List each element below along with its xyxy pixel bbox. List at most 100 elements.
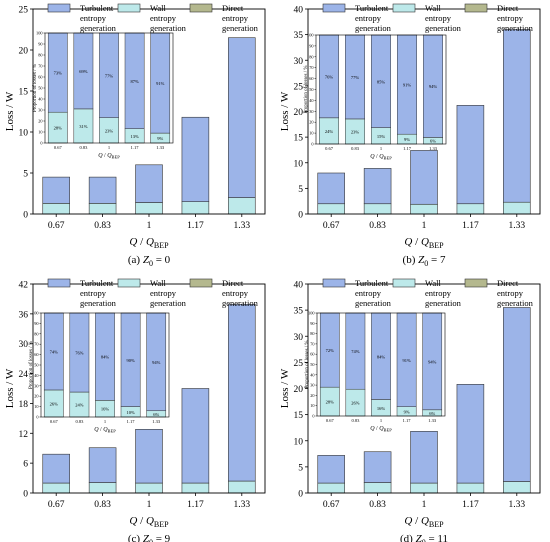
inset-turbulent-pct-label: 74% (351, 349, 360, 354)
inset-turbulent-pct-label: 91% (403, 83, 412, 88)
inset-turbulent-pct-label: 84% (101, 355, 110, 360)
inset-wall-pct-label: 6% (429, 411, 435, 416)
y-tick-label: 15 (19, 88, 29, 98)
y-tick-label: 15 (294, 134, 304, 144)
inset-wall-pct-label: 23% (351, 129, 360, 134)
legend-text-wall: entropy (150, 13, 177, 23)
x-label-q: Q (404, 515, 412, 527)
y-tick-label: 5 (298, 185, 303, 195)
bar-turbulent-1 (363, 168, 392, 205)
inset-y-tick-label: 100 (36, 31, 42, 36)
inset-x-label-slash: / (375, 426, 380, 432)
caption-letter: (b) (403, 254, 419, 266)
y-axis-label: Loss / W (279, 91, 291, 131)
inset-wall-pct-label: 10% (126, 410, 135, 415)
inset-y-tick-label: 70 (38, 64, 42, 69)
inset-y-tick-label: 90 (38, 42, 42, 47)
x-label-sub: BEP (154, 520, 169, 529)
inset-y-tick-label: 90 (34, 321, 38, 326)
legend-swatch-direct (464, 278, 488, 288)
bar-wall-2 (135, 202, 163, 215)
inset-x-tick-label: 0.67 (50, 419, 59, 424)
legend-text-direct: Direct (497, 278, 519, 288)
bar-wall-3 (456, 482, 485, 494)
legend-text-direct: Direct (222, 278, 244, 288)
caption-sub: 0 (422, 538, 426, 542)
bar-turbulent-2 (135, 164, 163, 203)
caption-z: Z (418, 254, 425, 266)
x-tick-label: 1.33 (508, 221, 525, 231)
inset-turbulent-pct-label: 91% (402, 358, 411, 363)
y-tick-label: 35 (294, 307, 304, 317)
y-axis-label: Loss / W (4, 368, 16, 408)
y-tick-label: 40 (294, 6, 304, 16)
inset-wall-pct-label: 23% (105, 128, 114, 133)
inset-wall-pct-label: 28% (326, 400, 335, 405)
legend-text-wall: Wall (150, 278, 166, 288)
inset-x-tick-label: 1.33 (152, 419, 161, 424)
x-label-q: Q (129, 236, 137, 248)
y-tick-label: 10 (294, 159, 304, 169)
inset-x-tick-label: 0.67 (54, 145, 63, 150)
inset-y-tick-label: 50 (309, 87, 313, 92)
x-label-slash: / (137, 515, 146, 527)
y-tick-label: 25 (294, 82, 304, 92)
x-axis-label: Q / QBEP (404, 236, 444, 250)
inset-turbulent-pct-label: 74% (50, 349, 59, 354)
inset-wall-pct-label: 16% (101, 407, 110, 412)
x-tick-label: 0.83 (94, 221, 111, 231)
x-label-sub: BEP (429, 241, 444, 250)
legend-text-wall: entropy (425, 288, 452, 298)
inset-wall-pct-label: 26% (50, 401, 59, 406)
bar-turbulent-3 (456, 384, 485, 484)
bar-turbulent-2 (135, 429, 163, 484)
inset-y-tick-label: 80 (309, 54, 313, 59)
inset-y-tick-label: 0 (36, 415, 38, 420)
legend-text-direct: generation (497, 23, 534, 33)
x-label-slash: / (137, 236, 146, 248)
caption-sub: 0 (424, 259, 428, 268)
inset-y-tick-label: 50 (34, 363, 38, 368)
inset-y-tick-label: 30 (38, 108, 42, 113)
inset-y-axis-label: Proportion of losses / % (305, 340, 310, 388)
legend-swatch-wall (392, 278, 416, 288)
inset-x-label-sub: BEP (384, 428, 393, 433)
inset-x-label-slash: / (99, 427, 104, 433)
bar-turbulent-4 (503, 29, 531, 203)
y-tick-label: 20 (19, 47, 29, 57)
legend-text-wall: entropy (150, 288, 177, 298)
bar-wall-2 (135, 482, 163, 494)
inset-x-axis-label: Q / QBEP (94, 427, 116, 434)
bar-wall-4 (228, 480, 256, 494)
bar-turbulent-1 (363, 451, 392, 483)
inset-y-tick-label: 40 (310, 372, 314, 377)
bar-turbulent-2 (410, 431, 438, 484)
x-tick-label: 0.83 (369, 221, 386, 231)
bar-wall-1 (363, 203, 392, 215)
inset-x-axis-label: Q / QBEP (370, 154, 392, 161)
y-tick-label: 5 (298, 463, 303, 473)
y-tick-label: 5 (23, 170, 28, 180)
x-tick-label: 0.67 (323, 221, 340, 231)
caption-sub: 0 (149, 538, 153, 542)
bar-wall-1 (88, 203, 117, 215)
inset-x-tick-label: 1.33 (428, 418, 437, 423)
inset-turbulent-pct-label: 94% (428, 359, 437, 364)
inset-y-axis-label: Proportion of losses / % (33, 64, 38, 112)
legend-swatch-direct (189, 3, 213, 13)
x-label-q2: Q (421, 236, 429, 248)
caption-z: Z (143, 254, 150, 266)
inset-x-tick-label: 1 (104, 419, 106, 424)
legend-swatch-direct (464, 3, 488, 13)
inset-chart: 28% 72% 0.67 26% 74% 0.83 16% 84% 1 9% 91% 1.17 6% 94… (305, 311, 446, 433)
legend-text-wall: Wall (150, 3, 166, 13)
legend-text-direct: generation (497, 298, 534, 308)
panel-caption: (d) Z0 = 11 (400, 533, 448, 542)
legend-text-turbulent: Turbulent (80, 278, 114, 288)
inset-y-tick-label: 100 (32, 311, 38, 316)
inset-turbulent-pct-label: 90% (126, 358, 135, 363)
legend-text-direct: generation (222, 298, 259, 308)
legend-swatch-wall (117, 3, 141, 13)
